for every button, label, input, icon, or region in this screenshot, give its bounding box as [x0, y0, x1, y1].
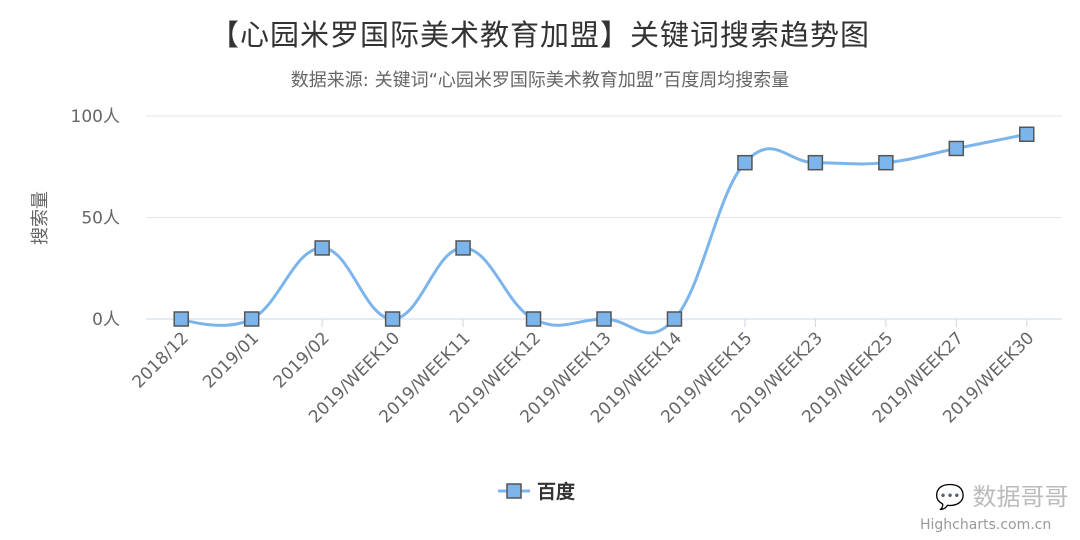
wechat-icon: 💬: [935, 483, 965, 511]
data-point-marker: [948, 140, 965, 157]
legend-marker: [506, 483, 522, 499]
data-point-marker: [737, 154, 753, 171]
y-tick-label: 0人: [92, 310, 120, 330]
y-tick-label: 50人: [81, 209, 120, 229]
legend-item[interactable]: 百度: [537, 480, 576, 503]
data-point-marker: [173, 311, 189, 327]
x-tick-label: 2019/01: [199, 328, 263, 392]
series-line: [180, 132, 1028, 335]
credits-link[interactable]: Highcharts.com.cn: [920, 517, 1052, 533]
chart-title: 【心园米罗国际美术教育加盟】关键词搜索趋势图: [209, 18, 870, 52]
data-point-marker: [666, 311, 683, 327]
data-point-marker: [314, 240, 330, 256]
data-point-marker: [384, 311, 401, 327]
data-point-marker: [455, 240, 471, 256]
watermark: 💬 数据哥哥: [935, 477, 1069, 512]
data-point-marker: [878, 154, 894, 171]
data-point-marker: [1019, 126, 1035, 143]
data-point-marker: [596, 311, 612, 327]
data-point-marker: [807, 154, 824, 171]
data-point-marker: [525, 311, 542, 327]
chart-subtitle: 数据来源: 关键词“心园米罗国际美术教育加盟”百度周均搜索量: [290, 70, 790, 91]
x-tick-label: 2019/02: [270, 328, 334, 392]
y-tick-label: 100人: [71, 107, 120, 127]
x-tick-label: 2018/12: [129, 328, 193, 392]
watermark-text: 数据哥哥: [972, 483, 1069, 511]
data-point-marker: [243, 311, 260, 327]
y-axis-title: 搜索量: [30, 191, 51, 245]
